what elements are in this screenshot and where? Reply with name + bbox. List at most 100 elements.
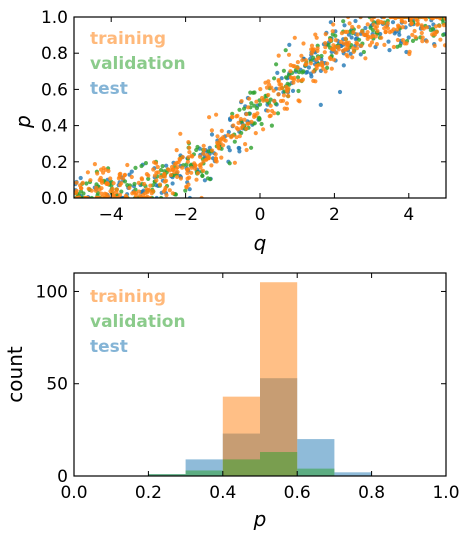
point-validation [194,147,199,153]
point-validation [269,123,274,128]
point-training [430,32,435,37]
point-training [295,60,300,65]
x-axis-label-main: q [254,231,267,255]
point-training [149,191,154,196]
point-training [350,24,355,30]
point-training [303,58,309,63]
point-training [325,61,330,66]
point-training [210,148,215,153]
point-training [232,160,237,165]
point-validation [183,188,188,193]
point-test [349,35,354,40]
point-training [354,46,360,51]
point-training [400,19,405,24]
y-tick-label: 0.8 [41,44,68,64]
x-tick-label: 0.4 [209,483,236,503]
y-tick-label: 0 [57,467,68,487]
point-training [157,182,163,187]
point-validation [285,81,290,86]
point-training [389,29,394,34]
point-training [219,128,224,133]
point-training [74,188,79,194]
point-training [379,35,384,40]
point-test [341,63,346,68]
point-validation [232,139,237,144]
point-training [89,188,94,193]
point-training [299,53,304,58]
point-training [279,82,284,87]
y-tick-label: 1.0 [41,8,68,28]
scatter-chart: −4 −2 0 2 4 0.0 0.2 0.4 0.6 0.8 1.0 q p training valid… [11,8,447,255]
point-training [359,29,365,34]
point-training [367,43,373,48]
point-training [261,127,266,132]
point-training [355,41,360,47]
point-training [350,55,355,60]
point-training [216,144,221,149]
point-validation [428,28,433,33]
point-training [271,88,276,93]
point-training [391,44,396,50]
point-training [178,131,183,136]
point-training [186,140,191,145]
point-training [253,113,258,118]
point-training [185,176,190,181]
point-training [419,30,424,36]
point-training [412,28,417,34]
point-training [142,181,147,187]
point-training [288,69,293,74]
point-training [209,163,214,168]
point-training [276,53,281,58]
point-training [297,99,302,104]
point-training [215,134,220,139]
point-training [328,38,333,43]
point-training [202,147,207,152]
point-validation [295,75,301,80]
point-training [300,58,305,63]
point-training [433,24,438,29]
point-training [221,143,226,148]
point-validation [297,70,302,75]
point-training [331,47,336,52]
point-validation [330,32,335,37]
point-training [343,29,348,34]
point-training [154,178,159,183]
point-training [346,43,351,48]
point-training [424,25,429,30]
point-training [174,166,179,171]
point-test [387,48,392,53]
point-training [230,133,235,138]
point-training [198,162,204,167]
point-training [437,23,442,28]
point-training [111,190,116,195]
point-training [219,155,224,160]
y-tick-label: 50 [46,375,68,395]
point-training [238,116,243,122]
x-tick-label: 2 [329,205,340,225]
point-validation [325,65,330,70]
point-training [441,23,446,28]
point-training [322,50,327,55]
point-training [189,170,194,175]
point-training [136,180,141,185]
point-training [141,192,146,198]
point-test [187,187,192,192]
point-validation [257,102,263,107]
point-training [410,32,415,38]
point-validation [441,32,446,38]
legend-test: test [90,337,128,357]
point-training [339,31,344,36]
point-training [197,154,203,159]
point-training [314,63,319,68]
point-training [144,172,149,177]
point-training [434,29,439,34]
point-test [227,148,232,153]
point-validation [274,62,279,67]
point-training [99,178,104,184]
point-validation [326,42,331,47]
point-training [345,46,350,51]
point-training [303,62,308,67]
point-training [266,79,271,84]
y-tick-label: 0.2 [41,153,68,173]
point-training [347,21,352,26]
